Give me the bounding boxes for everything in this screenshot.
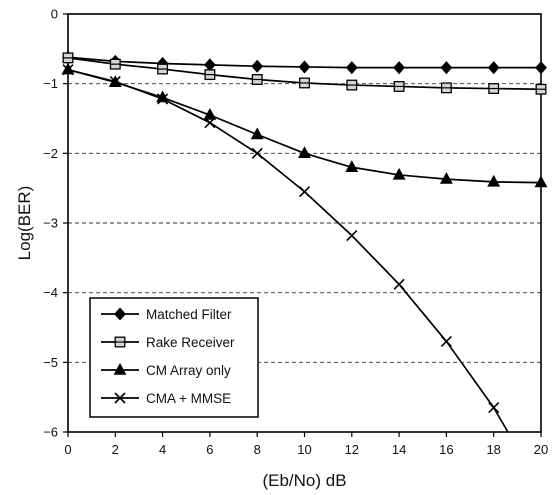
data-point-cm-array-only [392, 167, 406, 180]
y-tick-label: −5 [43, 355, 58, 370]
data-point-cma-mmse [157, 93, 169, 105]
data-point-rake-receiver [299, 77, 310, 89]
x-tick-label: 4 [159, 442, 166, 457]
legend-label-rake-receiver: Rake Receiver [146, 335, 235, 350]
data-point-rake-receiver [157, 63, 169, 75]
legend-label-cma-mmse: CMA + MMSE [146, 391, 231, 406]
legend-marker-cma-mmse [114, 392, 126, 404]
series-layer [61, 50, 548, 433]
data-point-cm-array-only [203, 107, 217, 120]
x-tick-label: 20 [534, 442, 548, 457]
y-tick-label: −6 [43, 425, 58, 440]
data-point-cma-mmse [393, 278, 405, 290]
series-rake-receiver [62, 52, 547, 95]
data-point-matched-filter [487, 61, 500, 75]
data-point-rake-receiver [346, 79, 358, 91]
y-tick-label: −1 [43, 76, 58, 91]
legend-marker-matched-filter [114, 307, 126, 321]
data-point-rake-receiver [204, 69, 216, 81]
y-tick-label: 0 [51, 7, 58, 22]
data-point-cma-mmse [440, 335, 452, 347]
y-axis-title: Log(BER) [15, 186, 34, 261]
data-point-cm-array-only [487, 174, 501, 187]
data-point-cma-mmse [298, 186, 311, 198]
data-point-cma-mmse [251, 147, 263, 159]
data-point-cma-mmse [62, 64, 74, 76]
data-point-cm-array-only [298, 146, 311, 159]
y-tick-label: −4 [43, 285, 58, 300]
x-tick-label: 6 [206, 442, 213, 457]
x-tick-label: 2 [112, 442, 119, 457]
data-point-rake-receiver [440, 82, 452, 94]
data-point-rake-receiver [535, 83, 547, 95]
data-point-rake-receiver [109, 58, 121, 70]
data-point-rake-receiver [393, 81, 405, 92]
series-cma-mmse [62, 64, 509, 433]
data-point-cm-array-only [534, 175, 548, 188]
data-point-rake-receiver [488, 83, 500, 94]
tick-labels: 0 −1 −2 −3 −4 −5 −6 0 2 4 6 8 10 12 14 16 18 20 [43, 7, 548, 458]
data-point-cm-array-only [345, 160, 359, 172]
x-tick-label: 18 [486, 442, 500, 457]
y-tick-label: −2 [43, 146, 58, 161]
x-tick-label: 10 [297, 442, 311, 457]
data-point-matched-filter [345, 61, 358, 75]
data-point-matched-filter [440, 61, 453, 75]
x-axis-title: (Eb/No) dB [262, 471, 346, 490]
data-point-cma-mmse [204, 117, 216, 129]
x-tick-label: 16 [439, 442, 453, 457]
legend-marker-cm-array-only [113, 362, 127, 375]
data-point-rake-receiver [62, 52, 74, 64]
data-point-cma-mmse [346, 229, 358, 242]
legend-label-cm-array-only: CM Array only [146, 363, 231, 378]
x-tick-label: 8 [254, 442, 261, 457]
data-point-matched-filter [535, 61, 547, 75]
data-point-cma-mmse [109, 76, 121, 88]
data-point-cm-array-only [439, 172, 453, 184]
legend-marker-rake-receiver [114, 336, 126, 348]
legend-label-matched-filter: Matched Filter [146, 307, 232, 322]
x-tick-label: 0 [64, 442, 71, 457]
data-point-matched-filter [298, 60, 311, 74]
x-tick-label: 12 [345, 442, 359, 457]
y-tick-label: −3 [43, 216, 58, 231]
data-point-cma-mmse [488, 402, 500, 414]
data-point-matched-filter [251, 59, 264, 73]
data-point-cm-array-only [250, 127, 264, 140]
x-tick-label: 14 [392, 442, 406, 457]
data-point-matched-filter [393, 61, 405, 75]
data-point-rake-receiver [251, 74, 263, 85]
legend: Matched Filter Rake Receiver CM Array only… [89, 297, 259, 418]
